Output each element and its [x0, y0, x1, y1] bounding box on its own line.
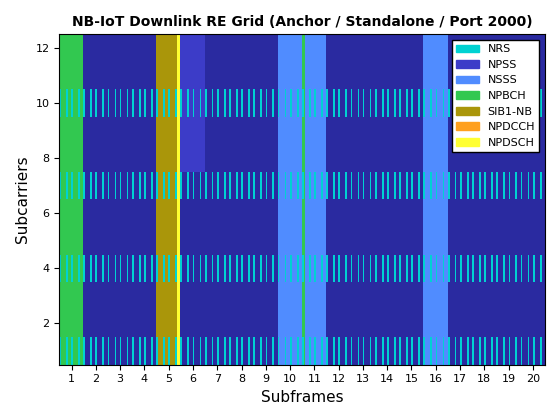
Legend: NRS, NPSS, NSSS, NPBCH, SIB1-NB, NPDCCH, NPDSCH: NRS, NPSS, NSSS, NPBCH, SIB1-NB, NPDCCH,… [452, 40, 539, 152]
Y-axis label: Subcarriers: Subcarriers [15, 156, 30, 243]
X-axis label: Subframes: Subframes [261, 390, 343, 405]
Title: NB-IoT Downlink RE Grid (Anchor / Standalone / Port 2000): NB-IoT Downlink RE Grid (Anchor / Standa… [72, 15, 533, 29]
